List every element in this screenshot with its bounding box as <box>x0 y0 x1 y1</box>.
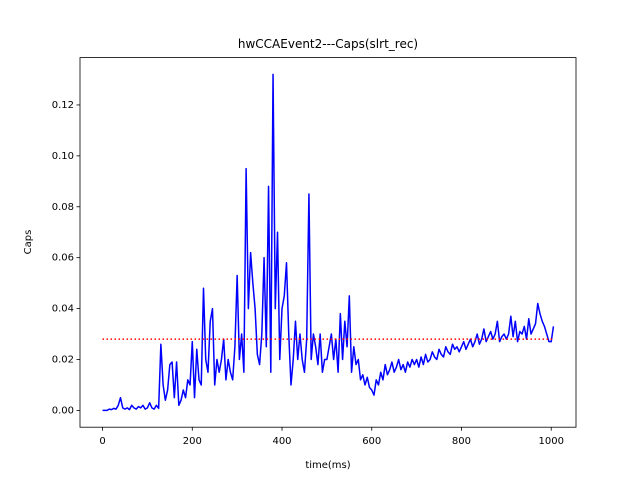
y-tick-label: 0.02 <box>52 354 74 365</box>
y-axis-label: Caps <box>23 230 34 255</box>
y-tick-label: 0.12 <box>52 100 74 111</box>
x-tick-label: 1000 <box>538 436 563 447</box>
y-tick-label: 0.06 <box>52 253 74 264</box>
x-tick-label: 600 <box>362 436 381 447</box>
x-tick-label: 200 <box>183 436 202 447</box>
x-axis-label: time(ms) <box>305 460 350 471</box>
x-tick-label: 400 <box>272 436 291 447</box>
y-tick-label: 0.10 <box>52 151 74 162</box>
x-tick-label: 800 <box>452 436 471 447</box>
data-line <box>102 73 555 412</box>
y-tick-label: 0.04 <box>52 304 74 315</box>
y-tick-label: 0.08 <box>52 202 74 213</box>
plot-frame <box>79 57 577 428</box>
x-tick-label: 0 <box>99 436 105 447</box>
y-tick-label: 0.00 <box>52 405 74 416</box>
chart-title: hwCCAEvent2---Caps(slrt_rec) <box>238 37 418 51</box>
